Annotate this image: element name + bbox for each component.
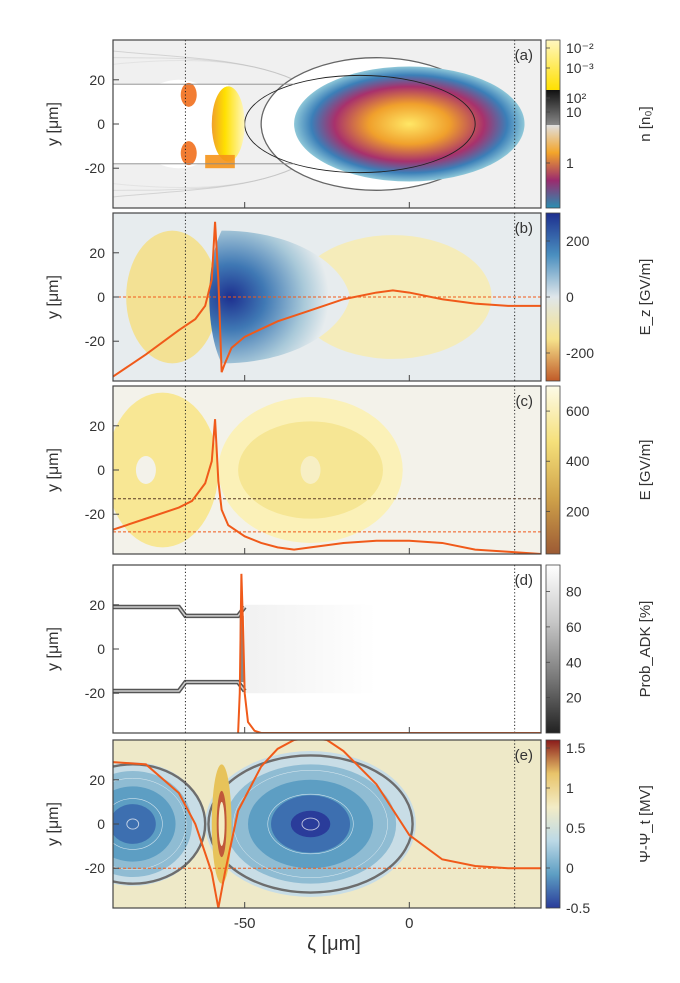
colorbar-tick-label: 10⁻² bbox=[566, 40, 594, 56]
y-tick-label: -20 bbox=[85, 160, 105, 176]
colorbar-tick-label: 10 bbox=[566, 104, 582, 120]
colorbar bbox=[546, 213, 560, 381]
colorbar-tick-label: -200 bbox=[566, 345, 594, 361]
y-tick-label: 20 bbox=[89, 245, 105, 261]
colorbar-segment bbox=[546, 40, 560, 90]
colorbar-segment bbox=[546, 90, 560, 125]
y-tick-label: 0 bbox=[97, 289, 105, 305]
y-tick-label: 0 bbox=[97, 116, 105, 132]
colorbar bbox=[546, 740, 560, 908]
colorbar-tick-label: 1.5 bbox=[566, 740, 586, 756]
colorbar-tick-label: 40 bbox=[566, 654, 582, 670]
lineout-series bbox=[237, 573, 541, 733]
plot-area bbox=[113, 740, 541, 908]
x-axis-label: ζ [μm] bbox=[307, 933, 361, 955]
colorbar bbox=[546, 565, 560, 733]
colorbar-label: E [GV/m] bbox=[637, 440, 654, 501]
lineout-series bbox=[113, 419, 541, 554]
y-tick-label: -20 bbox=[85, 685, 105, 701]
plot-area bbox=[113, 213, 541, 381]
y-tick-label: 0 bbox=[97, 462, 105, 478]
colorbar-tick-label: 10² bbox=[566, 90, 587, 106]
panel-tag: (a) bbox=[515, 47, 533, 64]
lineout-series bbox=[113, 740, 541, 908]
y-tick-label: 20 bbox=[89, 597, 105, 613]
lineout-series bbox=[113, 221, 541, 378]
colorbar-tick-label: 1 bbox=[566, 780, 574, 796]
y-tick-label: 0 bbox=[97, 641, 105, 657]
colorbar-tick-label: 10⁻³ bbox=[566, 60, 594, 76]
colorbar-tick-label: 0 bbox=[566, 860, 574, 876]
colorbar-tick-label: 400 bbox=[566, 453, 590, 469]
colorbar-tick-label: 80 bbox=[566, 584, 582, 600]
colorbar-label: E_z [GV/m] bbox=[637, 259, 654, 336]
panel-tag: (c) bbox=[516, 393, 534, 410]
colorbar-tick-label: 60 bbox=[566, 619, 582, 635]
panel-d: (d) -20 0 20 y [μm] 80 60 40 20 Prob_ADK [%] bbox=[45, 564, 654, 734]
y-axis-label: y [μm] bbox=[45, 275, 62, 319]
panel-c: (c) -20 0 20 y [μm] 600 400 200 E [GV/m] bbox=[45, 385, 654, 555]
y-axis-label: y [μm] bbox=[45, 802, 62, 846]
colorbar-segment bbox=[546, 125, 560, 208]
colorbar-tick-label: 20 bbox=[566, 690, 582, 706]
y-axis-label: y [μm] bbox=[45, 102, 62, 146]
panel-tag: (d) bbox=[515, 572, 533, 589]
panel-e: (e) -20 0 20 -50 0 y [μm] 1.5 1 0.5 0 -0.5 Ψ-Ψ_t [MV… bbox=[45, 739, 654, 932]
panel-tag: (e) bbox=[515, 747, 533, 764]
colorbar-tick-label: 0 bbox=[566, 289, 574, 305]
colorbar-tick-label: -0.5 bbox=[566, 900, 590, 916]
y-axis-label: y [μm] bbox=[45, 627, 62, 671]
colorbar-tick-label: 600 bbox=[566, 403, 590, 419]
y-axis-label: y [μm] bbox=[45, 448, 62, 492]
y-tick-label: -20 bbox=[85, 333, 105, 349]
colorbar-tick-label: 1 bbox=[566, 155, 574, 171]
colorbar-tick-label: 0.5 bbox=[566, 820, 586, 836]
colorbar-label: Ψ-Ψ_t [MV] bbox=[637, 785, 654, 863]
plot-area bbox=[113, 386, 541, 554]
y-tick-label: 20 bbox=[89, 418, 105, 434]
colorbar-label: Prob_ADK [%] bbox=[637, 601, 654, 698]
y-tick-label: 20 bbox=[89, 72, 105, 88]
y-tick-label: -20 bbox=[85, 860, 105, 876]
colorbar-tick-label: 200 bbox=[566, 503, 590, 519]
x-tick-label: 0 bbox=[405, 915, 413, 932]
x-tick-label: -50 bbox=[234, 915, 256, 932]
y-tick-label: 0 bbox=[97, 816, 105, 832]
y-tick-label: 20 bbox=[89, 772, 105, 788]
colorbar bbox=[546, 386, 560, 554]
colorbar-tick-label: 200 bbox=[566, 233, 590, 249]
colorbar-label: n [n₀] bbox=[637, 106, 654, 141]
plot-area bbox=[113, 565, 541, 733]
plot-area bbox=[113, 40, 541, 208]
panel-tag: (b) bbox=[515, 220, 533, 237]
y-tick-label: -20 bbox=[85, 506, 105, 522]
